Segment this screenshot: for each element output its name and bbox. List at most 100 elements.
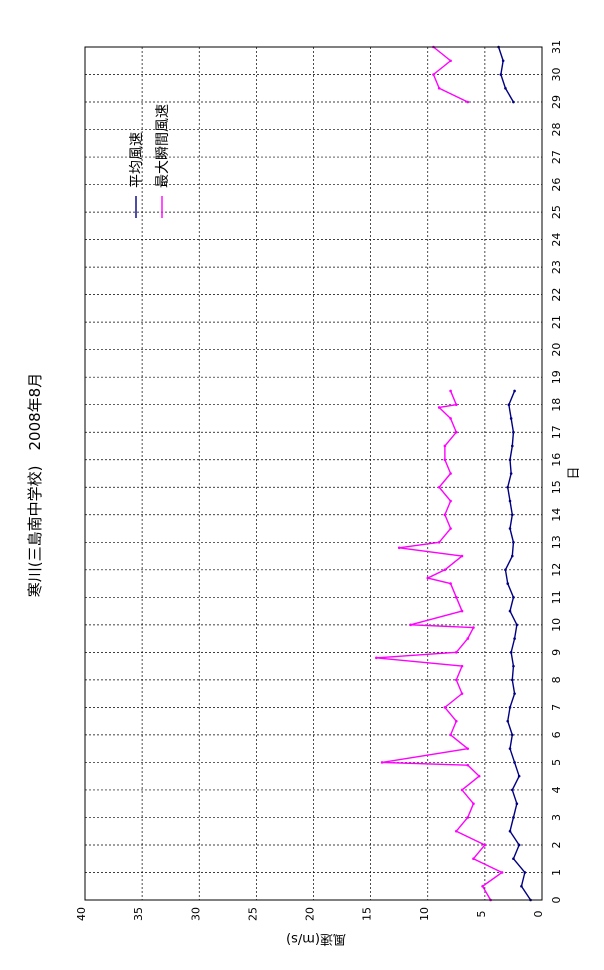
series-0-segment [509, 528, 515, 543]
series-0-segment [507, 583, 515, 598]
series-1-segment [444, 459, 452, 474]
series-1-segment [382, 761, 468, 766]
series-0-segment [504, 87, 515, 103]
x-tick-label: 4 [550, 786, 563, 793]
y-tick-label: 35 [132, 907, 145, 921]
series-1-segment [455, 817, 469, 832]
series-0-segment [509, 445, 513, 460]
x-tick-label: 8 [550, 676, 563, 683]
series-0-segment [513, 624, 518, 639]
series-1-segment [444, 514, 452, 529]
series-0-segment [520, 872, 526, 887]
series-0-segment [520, 885, 532, 901]
series-1-segment [473, 858, 503, 874]
x-tick-label: 15 [550, 480, 563, 494]
series-0-segment [509, 597, 515, 612]
y-tick-label: 10 [418, 907, 431, 921]
series-1-segment [399, 541, 440, 549]
series-1-segment [455, 597, 463, 612]
x-tick-label: 11 [550, 590, 563, 604]
x-tick-label: 27 [550, 150, 563, 164]
legend-label-1: 最大瞬間風速 [155, 104, 171, 188]
series-0-segment [504, 555, 513, 571]
x-tick-label: 5 [550, 759, 563, 766]
x-tick-label: 24 [550, 233, 563, 247]
y-tick-label: 30 [189, 907, 202, 921]
legend-label-0: 平均風速 [129, 132, 145, 188]
series-0-segment [500, 60, 504, 75]
series-1-segment [455, 638, 469, 653]
series-1-segment [432, 74, 440, 89]
series-1-segment [461, 789, 474, 805]
y-tick-label: 5 [475, 911, 488, 918]
series-0-segment [504, 569, 509, 584]
series-1-segment [449, 583, 457, 598]
series-1-segment [444, 555, 463, 571]
series-0-segment [512, 844, 520, 859]
series-1-segment [450, 734, 469, 750]
series-0-segment [509, 748, 516, 763]
series-1-segment [467, 803, 475, 818]
y-tick-label: 20 [304, 907, 317, 921]
y-tick-label: 15 [361, 907, 374, 921]
x-tick-label: 0 [550, 897, 563, 904]
series-0-segment [509, 514, 513, 529]
tick-labels: 0123456789101112131415161718192021222324… [75, 40, 563, 921]
x-tick-label: 25 [550, 205, 563, 219]
series-0-segment [500, 74, 507, 89]
series-1-segment [472, 844, 486, 860]
x-tick-label: 19 [550, 370, 563, 384]
series-1-segment [438, 528, 452, 543]
x-tick-label: 6 [550, 731, 563, 738]
series-1-segment [444, 431, 457, 447]
series-0-segment [509, 830, 520, 846]
y-tick-label: 40 [75, 907, 88, 921]
series-1-segment [449, 390, 457, 405]
x-tick-label: 12 [550, 563, 563, 577]
series-0-segment [510, 652, 515, 667]
series-1-segment [449, 418, 457, 433]
y-axis-label: 風速(m/s) [286, 931, 346, 946]
x-tick-label: 23 [550, 260, 563, 274]
plot-frame [84, 46, 543, 901]
series-1-segment [481, 885, 492, 901]
series-1-segment [455, 679, 463, 694]
grid [85, 47, 542, 900]
x-tick-label: 10 [550, 618, 563, 632]
x-tick-label: 13 [550, 535, 563, 549]
series-1-segment [444, 500, 452, 516]
series-0-segment [509, 459, 512, 474]
series-0-segment [507, 707, 511, 722]
x-tick-label: 20 [550, 343, 563, 357]
series-0-segment [511, 679, 516, 694]
series-0-segment [512, 858, 526, 873]
x-tick-label: 26 [550, 178, 563, 192]
x-tick-label: 22 [550, 288, 563, 302]
series-0-segment [507, 720, 513, 736]
y-tick-label: 0 [532, 911, 545, 918]
series-0-segment [511, 666, 515, 680]
series-0-segment [509, 610, 518, 626]
series-0-segment [512, 803, 518, 818]
series-1-segment [467, 627, 475, 639]
series-1-segment [433, 46, 452, 62]
x-tick-label: 30 [550, 68, 563, 82]
series-1-segment [438, 473, 452, 488]
series-1-point [449, 389, 452, 393]
x-tick-label: 9 [550, 649, 563, 656]
x-axis-label: 日 [567, 466, 582, 479]
series-0-segment [511, 789, 518, 804]
series-1-segment [376, 651, 457, 659]
legend: 平均風速 最大瞬間風速 [129, 104, 171, 218]
series-1-segment [438, 486, 452, 502]
series-0-point [513, 389, 516, 393]
x-tick-label: 3 [550, 814, 563, 821]
series-1 [375, 45, 504, 902]
series-1-segment [467, 764, 480, 777]
series-0-segment [511, 542, 515, 557]
series-1-segment [427, 569, 446, 579]
series-0 [497, 45, 532, 902]
x-tick-label: 1 [550, 869, 563, 876]
series-0-segment [509, 734, 513, 749]
